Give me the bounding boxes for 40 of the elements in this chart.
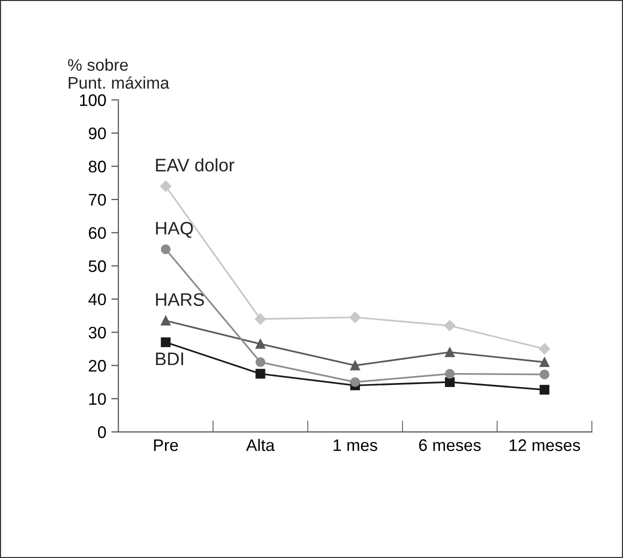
x-tick-label: 12 meses bbox=[510, 439, 580, 452]
point bbox=[444, 320, 456, 332]
y-tick-label: 30 bbox=[88, 326, 106, 338]
point bbox=[350, 377, 360, 387]
y-tick-label: 20 bbox=[88, 360, 106, 372]
y-tick-label: 40 bbox=[88, 293, 106, 306]
y-tick-label: 10 bbox=[89, 393, 106, 405]
x-tick-label: Pre bbox=[154, 439, 178, 452]
point bbox=[444, 368, 455, 379]
x-tick-label: Alta bbox=[246, 438, 275, 452]
point bbox=[160, 244, 171, 254]
point bbox=[256, 339, 266, 349]
point bbox=[350, 312, 361, 323]
point bbox=[160, 180, 172, 192]
point bbox=[444, 347, 455, 358]
y-tick-label: 90 bbox=[88, 127, 106, 140]
series-label: HAQ bbox=[156, 222, 193, 238]
y-tick-label: 80 bbox=[88, 160, 106, 172]
x-tick-label: 6 meses bbox=[419, 439, 481, 452]
point bbox=[254, 313, 266, 325]
point bbox=[444, 377, 455, 387]
point bbox=[538, 343, 550, 354]
point bbox=[350, 360, 360, 370]
point bbox=[160, 316, 171, 326]
y-tick-label: 70 bbox=[88, 194, 106, 206]
y-tick-label: 50 bbox=[88, 260, 106, 272]
x-tick-label: 1 mes bbox=[334, 439, 378, 452]
y-tick-label: 60 bbox=[88, 227, 106, 239]
y-tick-label: 100 bbox=[80, 94, 106, 106]
point bbox=[160, 337, 171, 348]
series-label: BDI bbox=[156, 352, 184, 366]
point bbox=[540, 384, 550, 395]
point bbox=[256, 368, 266, 379]
series-label: HARS bbox=[156, 293, 204, 306]
y-tick-label: 0 bbox=[98, 426, 106, 438]
point bbox=[256, 357, 266, 368]
y-axis-title: % sobre Punt. máxima bbox=[68, 58, 170, 89]
point bbox=[540, 357, 550, 368]
series-label: EAV dolor bbox=[156, 158, 234, 172]
point bbox=[540, 370, 550, 380]
